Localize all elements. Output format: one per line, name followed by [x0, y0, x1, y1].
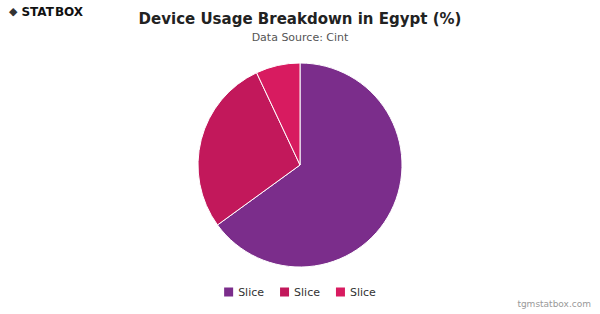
svg-text:Device Usage Breakdown in Egyp: Device Usage Breakdown in Egypt (%) — [139, 10, 462, 28]
svg-text:STAT: STAT — [21, 5, 54, 19]
svg-text:BOX: BOX — [55, 5, 84, 19]
svg-text:tgmstatbox.com: tgmstatbox.com — [517, 299, 591, 309]
svg-text:Slice: Slice — [350, 286, 376, 299]
svg-text:Slice: Slice — [238, 286, 264, 299]
svg-text:◆: ◆ — [9, 5, 18, 18]
svg-text:Slice: Slice — [294, 286, 320, 299]
svg-text:Data Source: Cint: Data Source: Cint — [252, 31, 349, 44]
